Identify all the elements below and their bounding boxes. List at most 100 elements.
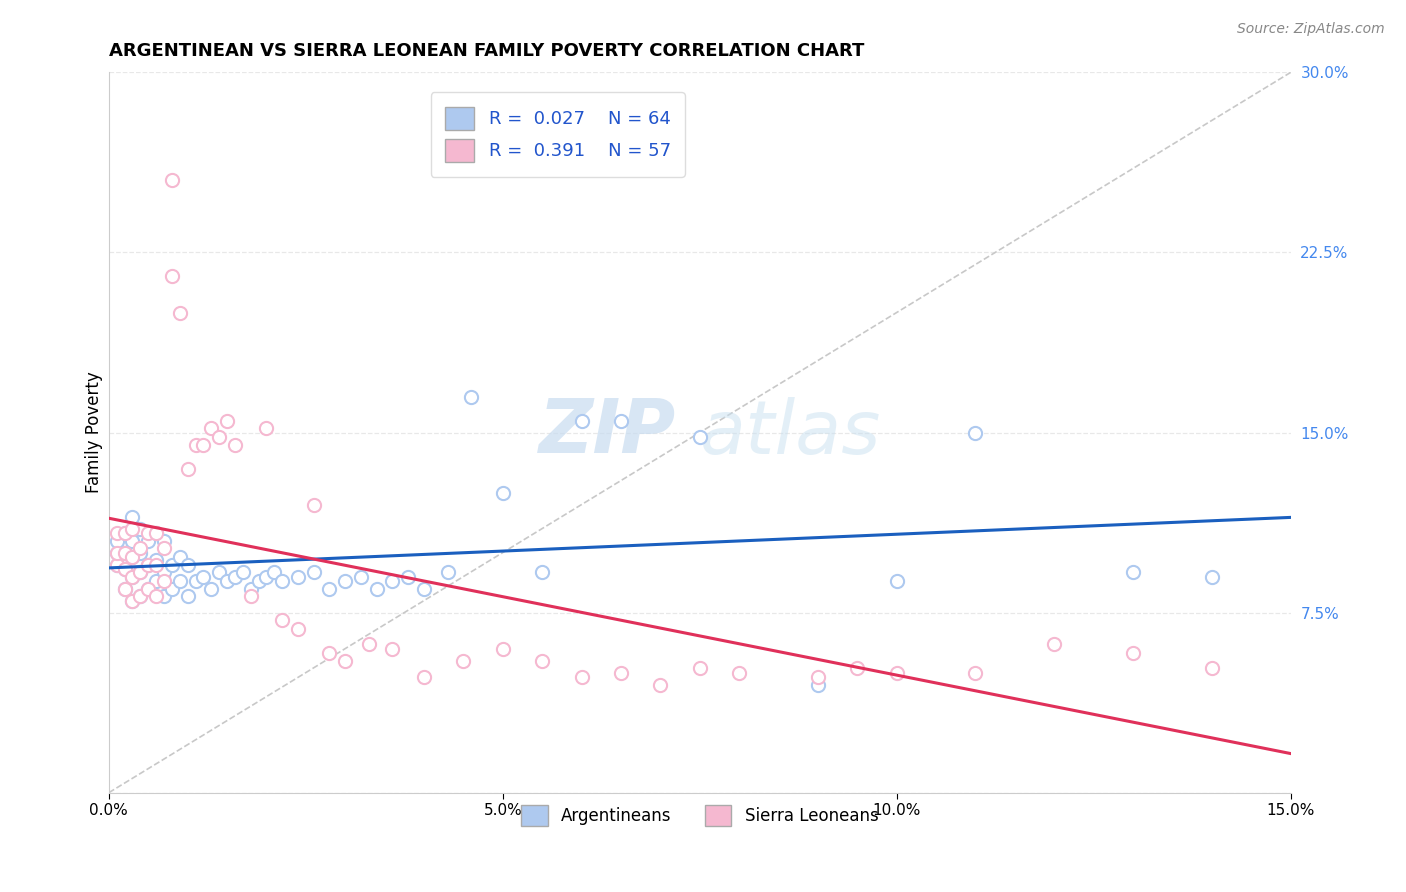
Point xyxy=(807,678,830,692)
Point xyxy=(121,569,143,583)
Point xyxy=(169,574,191,589)
Point xyxy=(689,661,711,675)
Point xyxy=(136,526,159,541)
Point xyxy=(965,665,987,680)
Point xyxy=(169,305,191,319)
Point xyxy=(318,582,340,596)
Point xyxy=(492,641,515,656)
Point xyxy=(215,574,238,589)
Point xyxy=(413,670,436,684)
Point xyxy=(886,574,908,589)
Point xyxy=(610,665,633,680)
Y-axis label: Family Poverty: Family Poverty xyxy=(86,372,103,493)
Point xyxy=(200,421,222,435)
Point xyxy=(357,637,380,651)
Point xyxy=(145,526,167,541)
Point xyxy=(136,582,159,596)
Point xyxy=(193,569,215,583)
Point xyxy=(105,526,128,541)
Point xyxy=(153,589,176,603)
Point xyxy=(114,582,136,596)
Point xyxy=(121,593,143,607)
Point xyxy=(807,670,830,684)
Point xyxy=(176,589,198,603)
Point xyxy=(114,545,136,559)
Point xyxy=(247,574,270,589)
Point xyxy=(129,589,152,603)
Point xyxy=(145,589,167,603)
Point xyxy=(160,173,183,187)
Point xyxy=(650,678,672,692)
Point xyxy=(335,574,357,589)
Point xyxy=(145,558,167,572)
Point xyxy=(136,558,159,572)
Point xyxy=(318,647,340,661)
Point xyxy=(153,533,176,548)
Point xyxy=(114,526,136,541)
Point xyxy=(1201,661,1223,675)
Point xyxy=(287,569,309,583)
Text: ZIP: ZIP xyxy=(538,396,676,469)
Point xyxy=(381,574,404,589)
Point xyxy=(689,430,711,444)
Point xyxy=(254,421,277,435)
Text: atlas: atlas xyxy=(700,397,882,468)
Point xyxy=(121,522,143,536)
Point xyxy=(571,413,593,427)
Point xyxy=(129,565,152,579)
Point xyxy=(232,565,254,579)
Point xyxy=(145,553,167,567)
Point xyxy=(208,430,231,444)
Point xyxy=(571,670,593,684)
Point xyxy=(121,509,143,524)
Point xyxy=(1122,647,1144,661)
Point xyxy=(114,526,136,541)
Point xyxy=(1043,637,1066,651)
Point xyxy=(436,565,458,579)
Point xyxy=(105,533,128,548)
Point xyxy=(846,661,869,675)
Point xyxy=(200,582,222,596)
Point xyxy=(224,569,246,583)
Text: ARGENTINEAN VS SIERRA LEONEAN FAMILY POVERTY CORRELATION CHART: ARGENTINEAN VS SIERRA LEONEAN FAMILY POV… xyxy=(108,42,865,60)
Point xyxy=(114,562,136,576)
Point xyxy=(114,562,136,576)
Point xyxy=(129,522,152,536)
Point xyxy=(160,558,183,572)
Point xyxy=(121,550,143,565)
Point xyxy=(169,550,191,565)
Point xyxy=(184,574,207,589)
Point xyxy=(121,569,143,583)
Point xyxy=(254,569,277,583)
Point xyxy=(453,654,475,668)
Point xyxy=(136,582,159,596)
Point xyxy=(965,425,987,440)
Point xyxy=(193,437,215,451)
Point xyxy=(105,545,128,559)
Point xyxy=(271,574,294,589)
Point xyxy=(886,665,908,680)
Point xyxy=(136,533,159,548)
Point xyxy=(176,461,198,475)
Point xyxy=(105,558,128,572)
Point xyxy=(121,550,143,565)
Point xyxy=(121,533,143,548)
Point xyxy=(302,565,325,579)
Point xyxy=(366,582,388,596)
Point xyxy=(145,526,167,541)
Point xyxy=(114,545,136,559)
Point xyxy=(610,413,633,427)
Point xyxy=(153,541,176,555)
Point xyxy=(184,437,207,451)
Point xyxy=(335,654,357,668)
Point xyxy=(145,574,167,589)
Point xyxy=(287,623,309,637)
Point xyxy=(239,589,262,603)
Point xyxy=(1122,565,1144,579)
Point xyxy=(224,437,246,451)
Point xyxy=(531,654,554,668)
Point xyxy=(129,565,152,579)
Point xyxy=(531,565,554,579)
Point xyxy=(381,641,404,656)
Point xyxy=(121,593,143,607)
